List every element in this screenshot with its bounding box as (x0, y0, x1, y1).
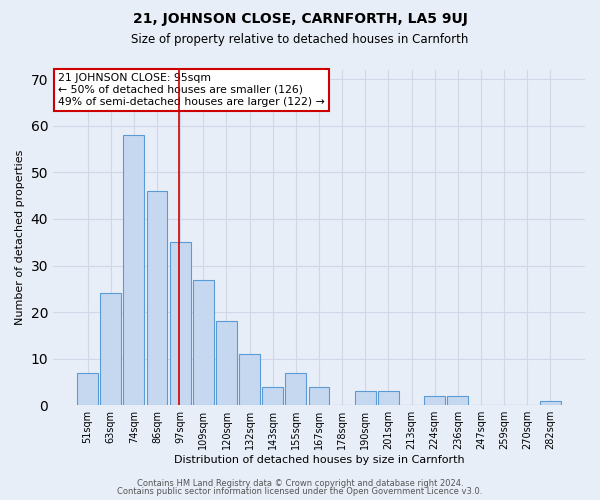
Bar (193, 280, 214, 405)
Text: Contains HM Land Registry data © Crown copyright and database right 2024.: Contains HM Land Registry data © Crown c… (137, 478, 463, 488)
Bar (146, 191, 167, 405)
Bar (308, 386, 329, 405)
Text: 21 JOHNSON CLOSE: 95sqm
← 50% of detached houses are smaller (126)
49% of semi-d: 21 JOHNSON CLOSE: 95sqm ← 50% of detache… (58, 74, 325, 106)
Bar (262, 386, 283, 405)
Bar (216, 322, 237, 405)
Bar (239, 354, 260, 405)
Text: Contains public sector information licensed under the Open Government Licence v3: Contains public sector information licen… (118, 487, 482, 496)
Bar (286, 372, 306, 405)
Bar (355, 391, 376, 405)
Bar (124, 135, 145, 405)
Text: Size of property relative to detached houses in Carnforth: Size of property relative to detached ho… (131, 32, 469, 46)
Y-axis label: Number of detached properties: Number of detached properties (15, 150, 25, 326)
Bar (424, 396, 445, 405)
Bar (378, 391, 399, 405)
Bar (540, 400, 561, 405)
X-axis label: Distribution of detached houses by size in Carnforth: Distribution of detached houses by size … (174, 455, 464, 465)
Text: 21, JOHNSON CLOSE, CARNFORTH, LA5 9UJ: 21, JOHNSON CLOSE, CARNFORTH, LA5 9UJ (133, 12, 467, 26)
Bar (170, 242, 191, 405)
Bar (100, 294, 121, 405)
Bar (448, 396, 468, 405)
Bar (77, 372, 98, 405)
